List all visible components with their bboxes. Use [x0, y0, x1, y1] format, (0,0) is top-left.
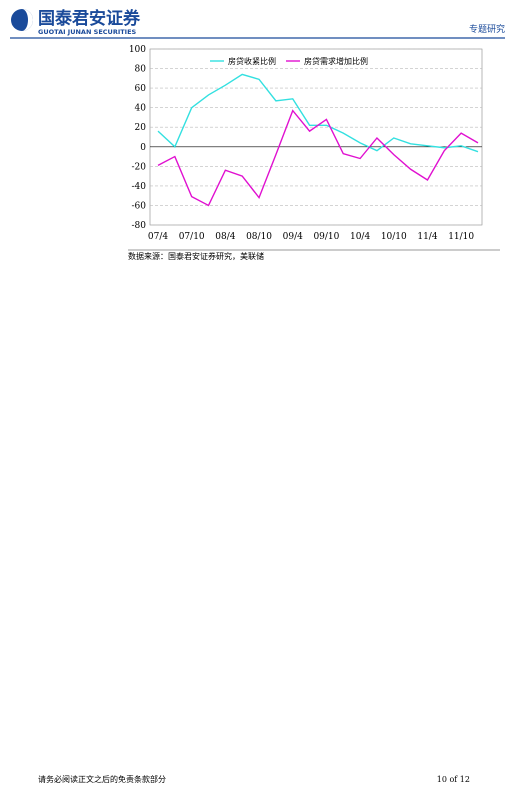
x-tick-label: 07/10: [179, 232, 205, 242]
y-tick-label: 80: [135, 65, 147, 75]
y-tick-label: -60: [132, 201, 147, 211]
chart: -80 -60 -40 -20 0 20 40 60 80 100 07/4 07/10 08/4 08/…: [129, 45, 483, 242]
y-tick-label: 40: [135, 104, 147, 114]
x-tick-label: 10/4: [350, 232, 370, 242]
source: 数据来源：国泰君安证券研究，美联储: [128, 251, 264, 261]
y-tick-label: 100: [129, 45, 146, 55]
y-tick-label: -40: [132, 182, 147, 192]
x-tick-label: 09/4: [283, 232, 303, 242]
series-line: [157, 109, 479, 207]
x-tick-label: 08/10: [246, 232, 272, 242]
y-tick-label: 20: [135, 123, 147, 133]
y-tick-label: 60: [135, 84, 147, 94]
x-tick-label: 08/4: [215, 232, 235, 242]
y-tick-label: -80: [132, 221, 147, 231]
company-name: 国泰君安证券: [38, 8, 141, 29]
page-number: 10 of 12: [437, 775, 470, 784]
report-type: 专题研究: [469, 23, 505, 35]
x-tick-label: 10/10: [381, 232, 407, 242]
disclaimer: 请务必阅读正文之后的免责条款部分: [38, 774, 166, 784]
y-tick-label: 0: [140, 143, 146, 153]
x-tick-label: 07/4: [148, 232, 168, 242]
x-tick-label: 11/10: [448, 232, 474, 242]
legend-label: 房贷收紧比例: [228, 56, 276, 66]
x-tick-label: 11/4: [417, 232, 437, 242]
plot-area: [149, 48, 483, 226]
company-name-en: GUOTAI JUNAN SECURITIES: [38, 28, 137, 36]
y-tick-label: -20: [132, 162, 147, 172]
series-line: [157, 73, 479, 153]
x-tick-label: 09/10: [313, 232, 339, 242]
logo: [11, 9, 33, 31]
legend-label: 房贷需求增加比例: [304, 56, 368, 66]
